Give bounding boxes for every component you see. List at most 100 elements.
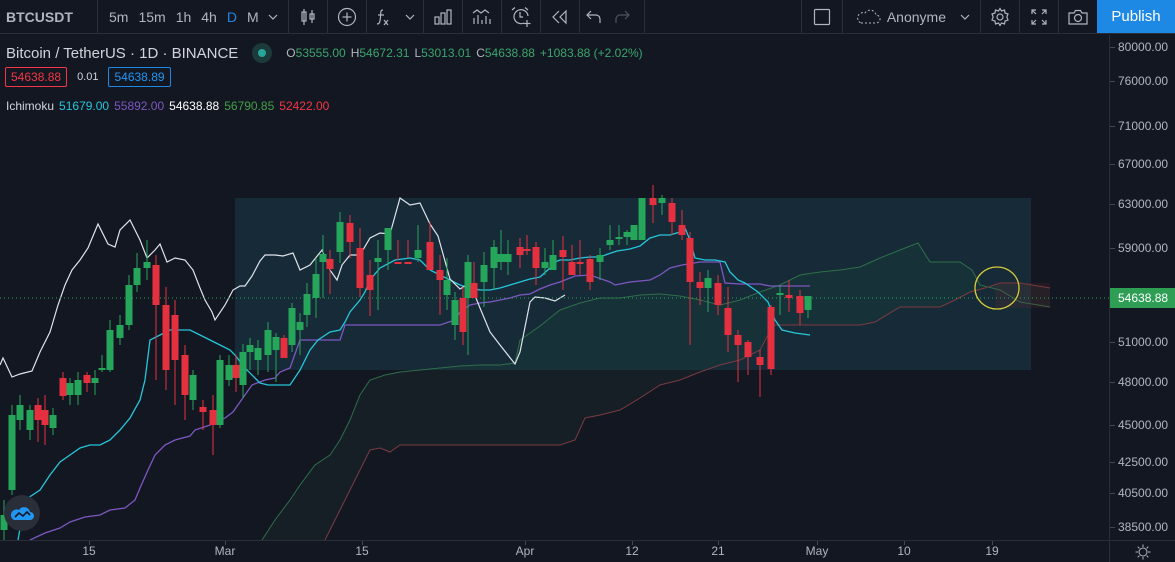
templates-button[interactable] — [463, 0, 501, 33]
settings-icon — [991, 6, 1009, 27]
fullscreen-button[interactable] — [1020, 0, 1058, 33]
price-label: 42500.00 — [1118, 455, 1169, 469]
sell-price-button[interactable]: 54638.88 — [5, 67, 68, 87]
symbol-title[interactable]: Bitcoin / TetherUS · 1D · BINANCE — [6, 44, 239, 62]
price-tick — [1110, 81, 1115, 82]
price-tick — [1110, 164, 1115, 165]
divider — [800, 0, 802, 33]
price-tick — [1110, 342, 1115, 343]
indicator-name: Ichimoku — [6, 99, 55, 113]
divider — [841, 0, 843, 33]
symbol-search-button[interactable]: BTCUSDT — [6, 8, 73, 25]
time-label: 10 — [897, 544, 911, 558]
price-tick — [1110, 248, 1115, 249]
price-tick — [1110, 527, 1115, 528]
undo-button[interactable] — [580, 0, 608, 33]
interval-1m[interactable]: M — [246, 8, 259, 25]
top-toolbar: BTCUSDT 5m 15m 1h 4h D M — [0, 0, 1175, 34]
open-value: 53555.00 — [295, 46, 346, 60]
tradingview-logo[interactable] — [4, 495, 40, 531]
interval-5m[interactable]: 5m — [109, 8, 129, 25]
chart-type-button[interactable] — [289, 0, 327, 33]
senkou-span-a — [261, 242, 1051, 540]
price-axis[interactable]: 80000.00 76000.00 71000.00 67000.00 63000.00… — [1109, 35, 1175, 540]
interval-selector: 5m 15m 1h 4h D M — [98, 0, 288, 33]
time-label: 12 — [625, 544, 639, 558]
chart-pane[interactable] — [0, 35, 1109, 540]
camera-icon — [1068, 9, 1088, 25]
chevron-down-icon[interactable] — [401, 0, 423, 33]
alert-button[interactable] — [502, 0, 540, 33]
replay-icon — [551, 9, 567, 24]
fullscreen-icon — [1031, 8, 1047, 25]
buy-price-button[interactable]: 54638.89 — [108, 67, 171, 87]
price-label: 59000.00 — [1118, 241, 1169, 255]
divider — [578, 0, 580, 33]
undo-icon — [585, 10, 601, 23]
change-value: +1083.88 (+2.02%) — [539, 46, 643, 60]
templates-icon — [472, 8, 491, 24]
time-label: 15 — [355, 544, 369, 558]
future-cloud-segment — [995, 283, 1050, 308]
divider — [500, 0, 502, 33]
price-chart[interactable] — [0, 35, 1109, 540]
time-axis[interactable]: 15 Mar 15 Apr 12 21 May 10 19 — [0, 540, 1109, 562]
alert-icon — [511, 6, 531, 27]
time-tick — [817, 541, 818, 545]
toolbar-spacer — [645, 0, 801, 33]
layout-button[interactable] — [802, 0, 842, 33]
add-compare-icon — [337, 7, 356, 26]
price-label: 63000.00 — [1118, 197, 1169, 211]
candlestick-series — [0, 185, 812, 540]
divider — [1058, 0, 1059, 33]
replay-button[interactable] — [541, 0, 579, 33]
chart-settings-corner[interactable] — [1109, 540, 1175, 562]
price-tick — [1110, 493, 1115, 494]
chevron-down-icon[interactable] — [264, 14, 282, 20]
indicators-icon — [376, 8, 389, 25]
high-value: 54672.31 — [359, 46, 410, 60]
spread-value: 0.01 — [77, 71, 99, 83]
time-label: May — [805, 544, 829, 558]
divider — [980, 0, 981, 33]
interval-15m[interactable]: 15m — [138, 8, 166, 25]
cloud-icon — [857, 9, 881, 23]
settings-sun-icon — [1135, 544, 1150, 559]
price-tick — [1110, 47, 1115, 48]
publish-button[interactable]: Publish — [1097, 0, 1175, 33]
snapshot-button[interactable] — [1059, 0, 1097, 33]
settings-button[interactable] — [981, 0, 1019, 33]
bid-ask-panel: 54638.88 0.01 54638.89 — [5, 67, 171, 87]
open-key: O — [286, 46, 296, 60]
divider — [97, 0, 98, 33]
indicator-legend[interactable]: Ichimoku 51679.00 55892.00 54638.88 5679… — [6, 99, 329, 113]
span-b-value: 52422.00 — [279, 99, 330, 113]
redo-button[interactable] — [608, 0, 636, 33]
time-label: 21 — [711, 544, 725, 558]
financials-icon — [434, 8, 452, 25]
ellipse-drawing[interactable] — [974, 266, 1020, 310]
symbol-legend: Bitcoin / TetherUS · 1D · BINANCE O53555… — [6, 43, 643, 63]
time-tick — [225, 541, 226, 545]
close-value: 54638.88 — [484, 46, 535, 60]
price-tick — [1110, 126, 1115, 127]
divider — [461, 0, 463, 33]
interval-1h[interactable]: 1h — [175, 8, 192, 25]
time-tick — [904, 541, 905, 545]
indicators-button[interactable] — [367, 0, 401, 33]
kijun-value: 55892.00 — [114, 99, 165, 113]
financials-button[interactable] — [424, 0, 462, 33]
price-label: 38500.00 — [1118, 520, 1169, 534]
time-label: 15 — [82, 544, 96, 558]
layout-name: Anonyme — [886, 8, 946, 25]
chikou-value: 54638.88 — [169, 99, 220, 113]
interval-4h[interactable]: 4h — [201, 8, 217, 25]
divider — [539, 0, 541, 33]
price-tick — [1110, 204, 1115, 205]
time-tick — [362, 541, 363, 545]
save-layout-button[interactable]: Anonyme — [843, 0, 980, 33]
interval-1d[interactable]: D — [226, 8, 237, 25]
divider — [287, 0, 289, 33]
compare-button[interactable] — [328, 0, 366, 33]
span-a-value: 56790.85 — [224, 99, 275, 113]
